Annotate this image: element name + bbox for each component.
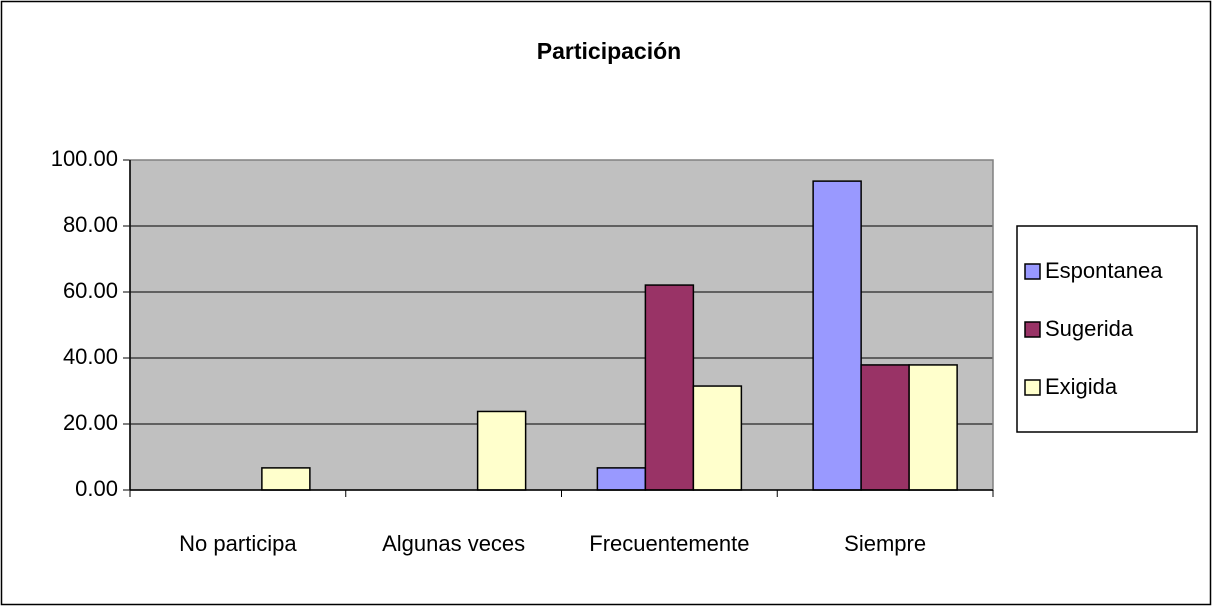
y-tick-label: 60.00	[63, 278, 118, 303]
legend-swatch	[1024, 379, 1041, 396]
chart-title: Participación	[537, 38, 681, 64]
bar	[596, 467, 647, 491]
legend-swatch	[1024, 263, 1041, 280]
bar	[908, 364, 958, 491]
x-tick-label: Siempre	[844, 531, 926, 556]
legend-label: Exigida	[1045, 374, 1118, 399]
bar	[860, 364, 910, 491]
y-tick-label: 40.00	[63, 344, 118, 369]
bar	[261, 467, 311, 491]
bar	[812, 180, 862, 491]
y-tick-label: 0.00	[75, 476, 118, 501]
x-tick-label: No participa	[179, 531, 297, 556]
bar	[692, 385, 743, 491]
bar	[644, 284, 695, 491]
legend-label: Espontanea	[1045, 258, 1163, 283]
legend-box	[1016, 225, 1198, 433]
legend-swatch	[1024, 321, 1041, 338]
bar	[476, 410, 527, 491]
y-tick-label: 20.00	[63, 410, 118, 435]
y-tick-label: 80.00	[63, 212, 118, 237]
x-tick-label: Frecuentemente	[589, 531, 749, 556]
legend-label: Sugerida	[1045, 316, 1134, 341]
x-tick-label: Algunas veces	[382, 531, 525, 556]
y-tick-label: 100.00	[51, 146, 118, 171]
